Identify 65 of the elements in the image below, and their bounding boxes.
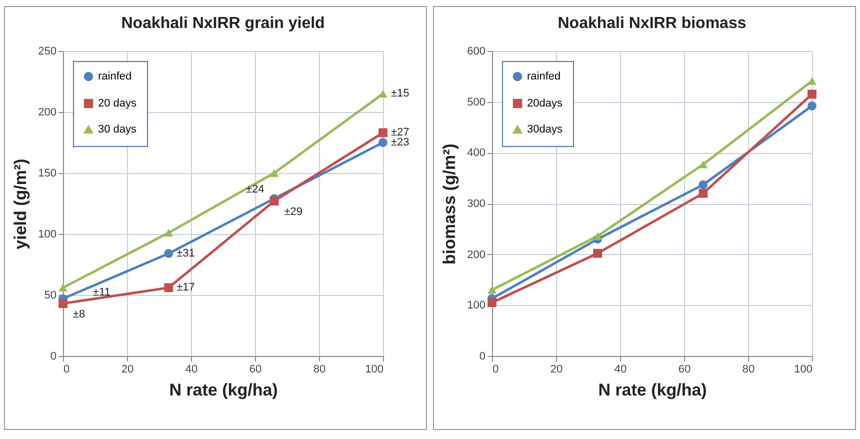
y-tick-label: 100	[38, 228, 56, 240]
y-tick-label: 200	[467, 248, 486, 261]
chart-title: Noakhali NxIRR grain yield	[121, 15, 325, 32]
x-tick-label: 60	[249, 364, 262, 376]
point	[378, 90, 388, 98]
point	[808, 101, 816, 110]
y-tick-label: 0	[479, 350, 486, 362]
point	[164, 228, 174, 237]
x-tick-label: 100	[794, 364, 812, 376]
annotation: ±11	[93, 286, 110, 299]
point	[378, 128, 388, 138]
point	[58, 299, 68, 308]
x-tick-label: 20	[121, 364, 134, 376]
y-tick-label: 300	[467, 198, 486, 210]
x-tick-label: 100	[365, 364, 384, 376]
point	[698, 188, 708, 198]
x-axis-title: N rate (kg/ha)	[169, 380, 278, 400]
point	[488, 298, 496, 308]
x-tick-label: 40	[614, 364, 627, 376]
x-tick-label: 40	[185, 364, 198, 376]
y-tick-label: 400	[467, 147, 486, 160]
y-axis-title: yield (g/m²)	[11, 158, 30, 250]
x-tick-label: 80	[313, 364, 326, 376]
x-tick-label: 0	[64, 364, 70, 376]
point	[698, 160, 708, 168]
point	[698, 180, 708, 190]
y-tick-label: 100	[467, 300, 486, 312]
point	[593, 248, 602, 258]
annotation: ±8	[73, 308, 86, 321]
x-tick-label: 20	[550, 364, 563, 376]
y-axis-title: biomass (g/m²)	[440, 144, 460, 264]
y-tick-label: 50	[44, 290, 56, 302]
point	[378, 138, 388, 147]
y-tick-label: 600	[467, 46, 486, 58]
point	[164, 283, 174, 292]
legend-label: 20 days	[98, 98, 138, 110]
point	[270, 196, 279, 206]
x-tick-label: 80	[742, 364, 755, 376]
legend-label: 30 days	[98, 124, 138, 136]
annotation: ±24	[246, 184, 264, 196]
x-axis-title: N rate (kg/ha)	[598, 380, 707, 400]
annotation: ±17	[176, 282, 195, 294]
point	[58, 284, 68, 292]
legend-label: rainfed	[98, 70, 132, 82]
annotation: ±15	[391, 88, 410, 100]
x-tick-label: 60	[678, 364, 691, 376]
annotation: ±29	[284, 206, 302, 218]
annotation: ±27	[391, 126, 410, 139]
point	[808, 90, 816, 99]
y-tick-label: 500	[467, 96, 486, 108]
annotation: ±31	[176, 248, 195, 260]
x-tick-label: 0	[492, 364, 499, 376]
point	[164, 249, 174, 258]
annotation: ±23	[391, 136, 410, 148]
point	[270, 169, 279, 177]
y-tick-label: 150	[38, 168, 56, 180]
legend-label: 30days	[527, 124, 563, 136]
y-tick-label: 250	[38, 46, 56, 58]
y-tick-label: 200	[38, 106, 56, 118]
point	[488, 286, 496, 294]
y-tick-label: 0	[50, 350, 56, 362]
legend-label: rainfed	[527, 70, 561, 82]
chart-title: Noakhali NxIRR biomass	[558, 15, 746, 32]
point	[593, 232, 602, 240]
legend-label: 20days	[527, 98, 563, 110]
